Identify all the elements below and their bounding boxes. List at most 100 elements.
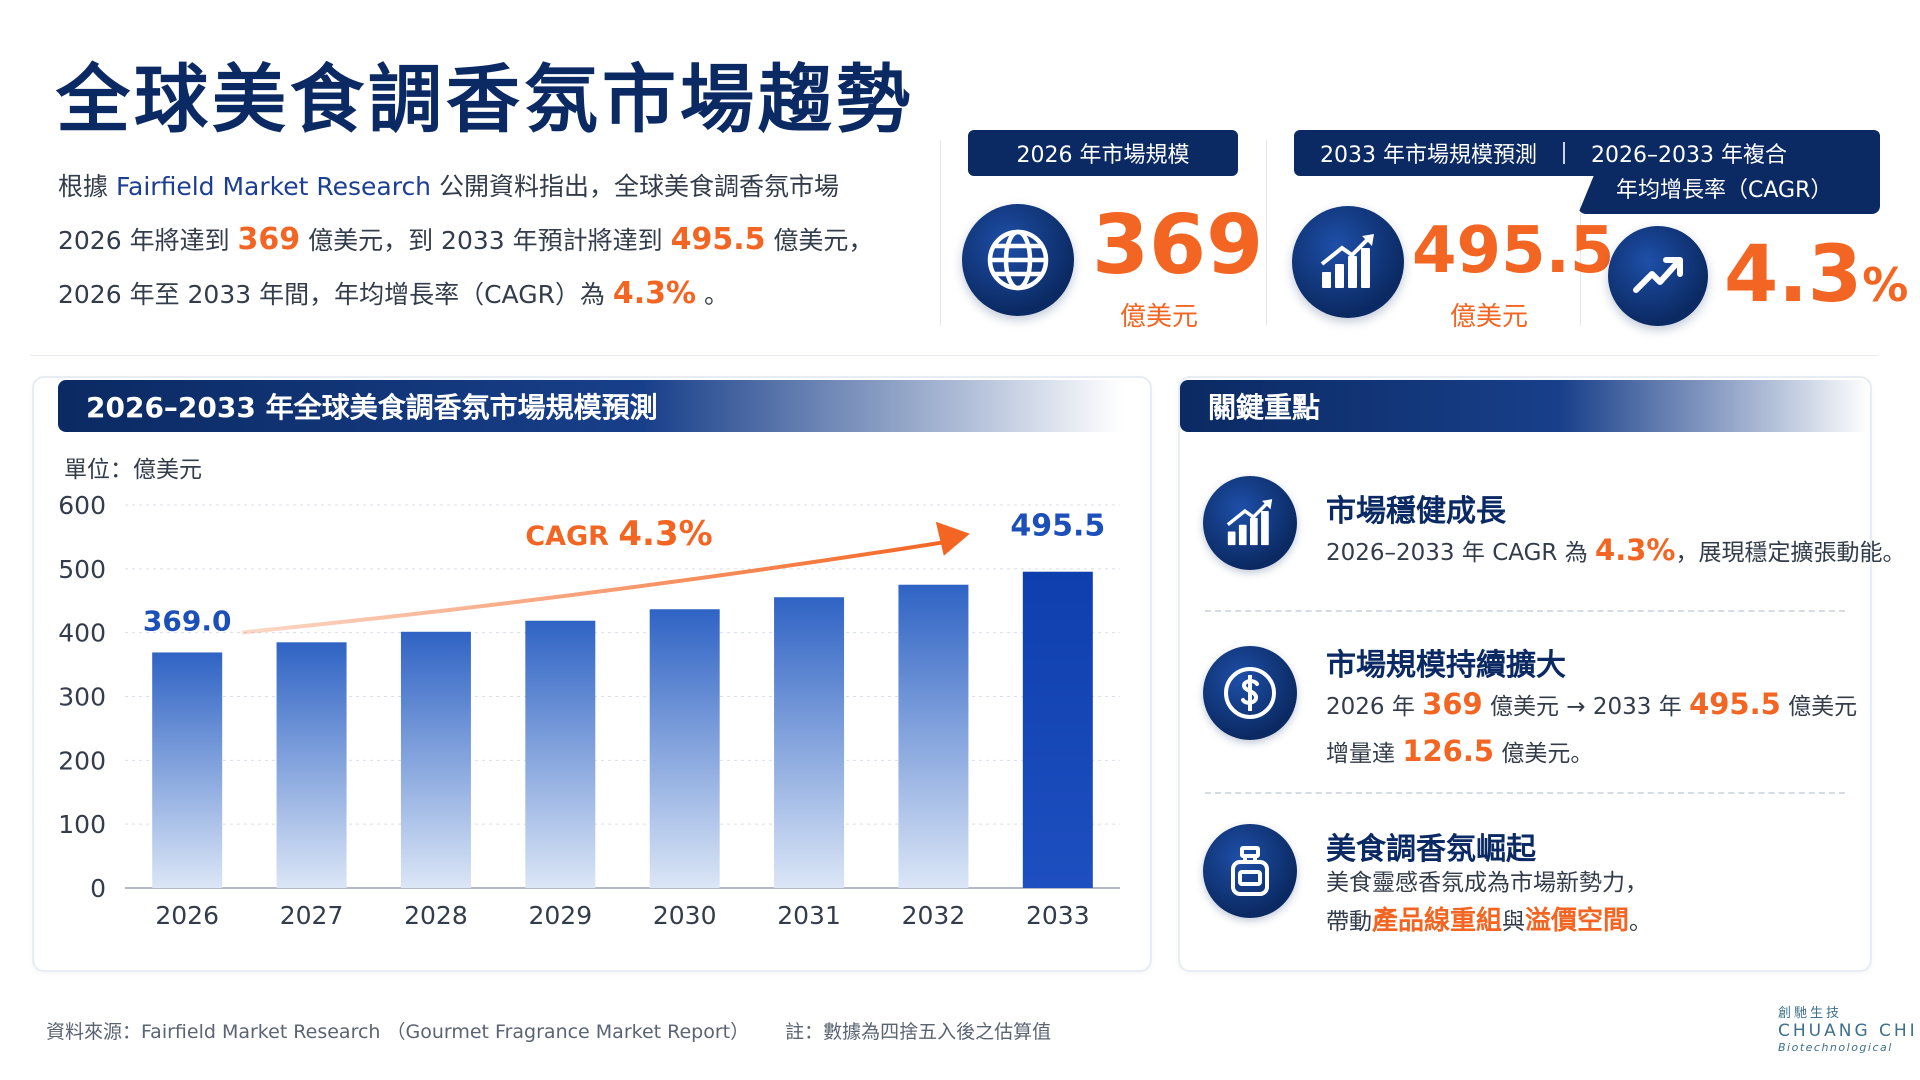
intro-text: 。 [696,280,730,309]
trend-up-icon [1608,226,1708,326]
intro-text: 億美元，到 2033 年預計將達到 [300,226,671,255]
y-tick-label: 300 [58,683,106,712]
intro-source: Fairfield Market Research [115,172,432,201]
text: 美食靈感香氛成為市場新勢力， [1326,870,1648,896]
x-tick-label: 2028 [404,901,468,930]
highlight: 369 [1422,687,1483,721]
highlight: 4.3% [1595,533,1676,567]
page-title: 全球美食調香氛市場趨勢 [56,57,914,143]
kpi-cagr-tag-line2: 年均增長率（CAGR） [1578,170,1880,214]
kpi-divider [1266,140,1267,326]
kpi-divider [1580,200,1581,326]
data-label-first: 369.0 [143,604,232,637]
text: 億美元 [1780,694,1858,720]
key-point-2-title: 市場規模持續擴大 [1326,648,1566,683]
bar-2031 [774,597,845,888]
y-tick-label: 500 [58,555,106,584]
divider [1205,792,1845,794]
bar-2026 [152,652,223,888]
intro-text: 2026 年至 2033 年間，年均增長率（CAGR）為 [58,280,613,309]
kpi-cagr-number: 4.3 [1724,230,1863,320]
key-points-heading: 關鍵重點 [1180,380,1870,432]
logo-en: CHUANG CHI [1778,1021,1918,1041]
intro-text: 億美元， [765,226,874,255]
y-tick-label: 0 [90,874,106,903]
tag-separator [1562,142,1565,164]
kpi-2033-tag-label: 2033 年市場規模預測 [1320,143,1537,168]
y-tick-label: 400 [58,619,106,648]
x-tick-label: 2030 [653,901,717,930]
divider [1205,610,1845,612]
kpi-2033-tag: 2033 年市場規模預測 2026–2033 年複合 [1294,130,1880,176]
y-tick-label: 600 [58,491,106,520]
intro-paragraph: 根據 Fairfield Market Research 公開資料指出，全球美食… [58,160,918,321]
data-label-last: 495.5 [1010,509,1105,544]
key-point-3-title: 美食調香氛崛起 [1326,832,1536,867]
cagr-arrow-head [935,521,970,556]
bar-2027 [276,642,347,888]
kpi-2026-value: 369 [1092,198,1264,293]
kpi-2026-unit: 億美元 [1120,302,1199,332]
highlight: 495.5 [1689,687,1781,721]
kpi-cagr-percent: % [1862,258,1909,312]
x-tick-label: 2033 [1026,901,1090,930]
cagr-annotation: CAGR 4.3% [525,514,712,554]
x-tick-label: 2031 [777,901,841,930]
section-divider [30,355,1878,356]
bar-2033 [1022,571,1093,888]
bar-2030 [649,609,720,888]
key-point-2-text: 2026 年 369 億美元 → 2033 年 495.5 億美元 增量達 12… [1326,682,1857,776]
key-point-3-text: 美食靈感香氛成為市場新勢力， 帶動產品線重組與溢價空間。 [1326,864,1652,941]
y-tick-label: 100 [58,810,106,839]
key-point-1-title: 市場穩健成長 [1326,494,1506,529]
text: 。 [1629,909,1653,935]
x-tick-label: 2026 [155,901,219,930]
dollar-coin-icon [1203,646,1297,740]
highlight: 126.5 [1402,734,1495,768]
perfume-bottle-icon [1203,824,1297,918]
intro-highlight: 495.5 [670,222,766,257]
intro-highlight: 4.3% [612,276,697,311]
logo-sub: Biotechnological [1778,1041,1893,1054]
kpi-divider [940,140,941,326]
intro-text: 根據 [58,172,116,201]
text: ，展現穩定擴張動能。 [1675,540,1906,566]
kpi-2026-tag: 2026 年市場規模 [968,130,1238,176]
kpi-cagr-value: 4.3% [1724,230,1908,320]
logo-cn: 創馳生技 [1778,1006,1843,1021]
growth-bars-icon [1292,206,1404,318]
x-tick-label: 2032 [902,901,966,930]
text: 帶動 [1326,909,1372,935]
cagr-arrow-line [241,539,949,635]
intro-highlight: 369 [237,222,301,257]
company-logo: 創馳生技 CHUANG CHI Biotechnological [1778,1002,1918,1054]
text: 億美元。 [1494,741,1594,767]
highlight: 溢價空間 [1525,906,1630,936]
kpi-2033-value: 495.5 [1412,214,1615,288]
globe-icon [962,204,1074,316]
key-point-1-text: 2026–2033 年 CAGR 為 4.3%，展現穩定擴張動能。 [1326,528,1905,575]
chart-panel-heading: 2026–2033 年全球美食調香氛市場規模預測 [58,380,1122,432]
text: 2026–2033 年 CAGR 為 [1326,540,1596,566]
x-tick-label: 2029 [529,901,593,930]
highlight: 產品線重組 [1372,906,1503,936]
kpi-cagr-tag-line1: 2026–2033 年複合 [1590,143,1787,168]
intro-text: 公開資料指出，全球美食調香氛市場 [431,172,839,201]
bar-2032 [898,584,969,888]
kpi-2033-unit: 億美元 [1450,302,1529,332]
y-tick-label: 200 [58,746,106,775]
text: 增量達 [1326,741,1403,767]
text: 與 [1502,909,1526,935]
bar-2029 [525,620,596,888]
footer-source: 資料來源：Fairfield Market Research （Gourmet … [46,1021,750,1043]
footer-note: 註：數據為四捨五入後之估算值 [785,1021,1052,1043]
growth-chart-icon [1203,476,1297,570]
footer: 資料來源：Fairfield Market Research （Gourmet … [46,1017,1051,1044]
chart-unit-label: 單位：億美元 [64,457,202,483]
bar-2028 [400,631,471,888]
intro-text: 2026 年將達到 [58,226,238,255]
text: 億美元 → 2033 年 [1482,694,1690,720]
text: 2026 年 [1326,694,1423,720]
x-tick-label: 2027 [280,901,344,930]
